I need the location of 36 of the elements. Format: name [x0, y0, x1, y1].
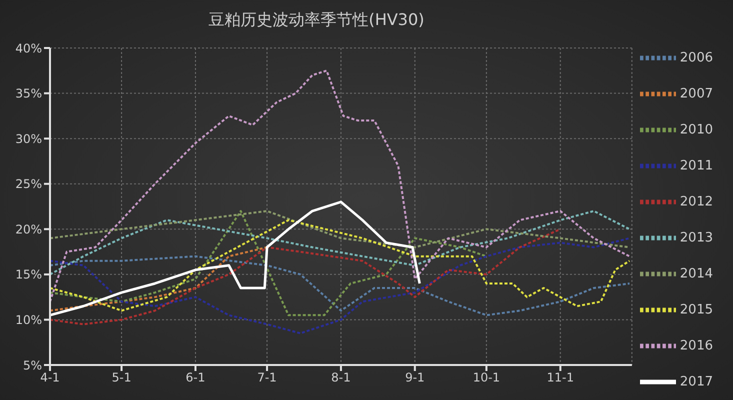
- legend-label: 2012: [680, 194, 713, 210]
- x-tick-label: 6-1: [186, 370, 206, 385]
- x-tick-label: 7-1: [257, 370, 277, 385]
- y-tick-label: 35%: [15, 86, 42, 101]
- legend-label: 2010: [680, 122, 713, 138]
- y-tick-label: 10%: [15, 312, 42, 327]
- line-series: [50, 210, 631, 276]
- y-tick-label: 5%: [22, 358, 42, 372]
- legend-label: 2016: [680, 338, 713, 354]
- x-tick-label: 11-1: [546, 370, 574, 385]
- legend-label: 2013: [680, 230, 713, 246]
- x-tick-label: 9-1: [405, 370, 425, 385]
- legend-label: 2017: [680, 374, 713, 390]
- legend-label: 2015: [680, 302, 713, 318]
- line-series: [50, 200, 421, 316]
- legend-label: 2011: [680, 158, 713, 174]
- line-series: [50, 70, 631, 303]
- y-tick-label: 20%: [15, 222, 42, 236]
- y-tick-label: 25%: [15, 177, 42, 192]
- line-series: [50, 210, 488, 316]
- line-series: [50, 228, 562, 326]
- y-tick-label: 15%: [15, 268, 42, 282]
- x-tick-label: 10-1: [472, 370, 500, 385]
- line-series: [50, 255, 631, 316]
- line-series: [50, 237, 631, 334]
- chart-title: 豆粕历史波动率季节性(HV30): [208, 9, 426, 31]
- legend-label: 2014: [680, 266, 713, 282]
- x-tick-label: 4-1: [40, 370, 60, 385]
- line-series: [50, 219, 631, 312]
- y-tick-label: 40%: [15, 41, 42, 56]
- legend-label: 2007: [680, 86, 713, 102]
- y-tick-label: 30%: [15, 132, 42, 146]
- line-series: [50, 246, 268, 312]
- x-tick-label: 8-1: [331, 370, 351, 385]
- legend-label: 2006: [680, 50, 713, 66]
- x-tick-label: 5-1: [112, 370, 132, 385]
